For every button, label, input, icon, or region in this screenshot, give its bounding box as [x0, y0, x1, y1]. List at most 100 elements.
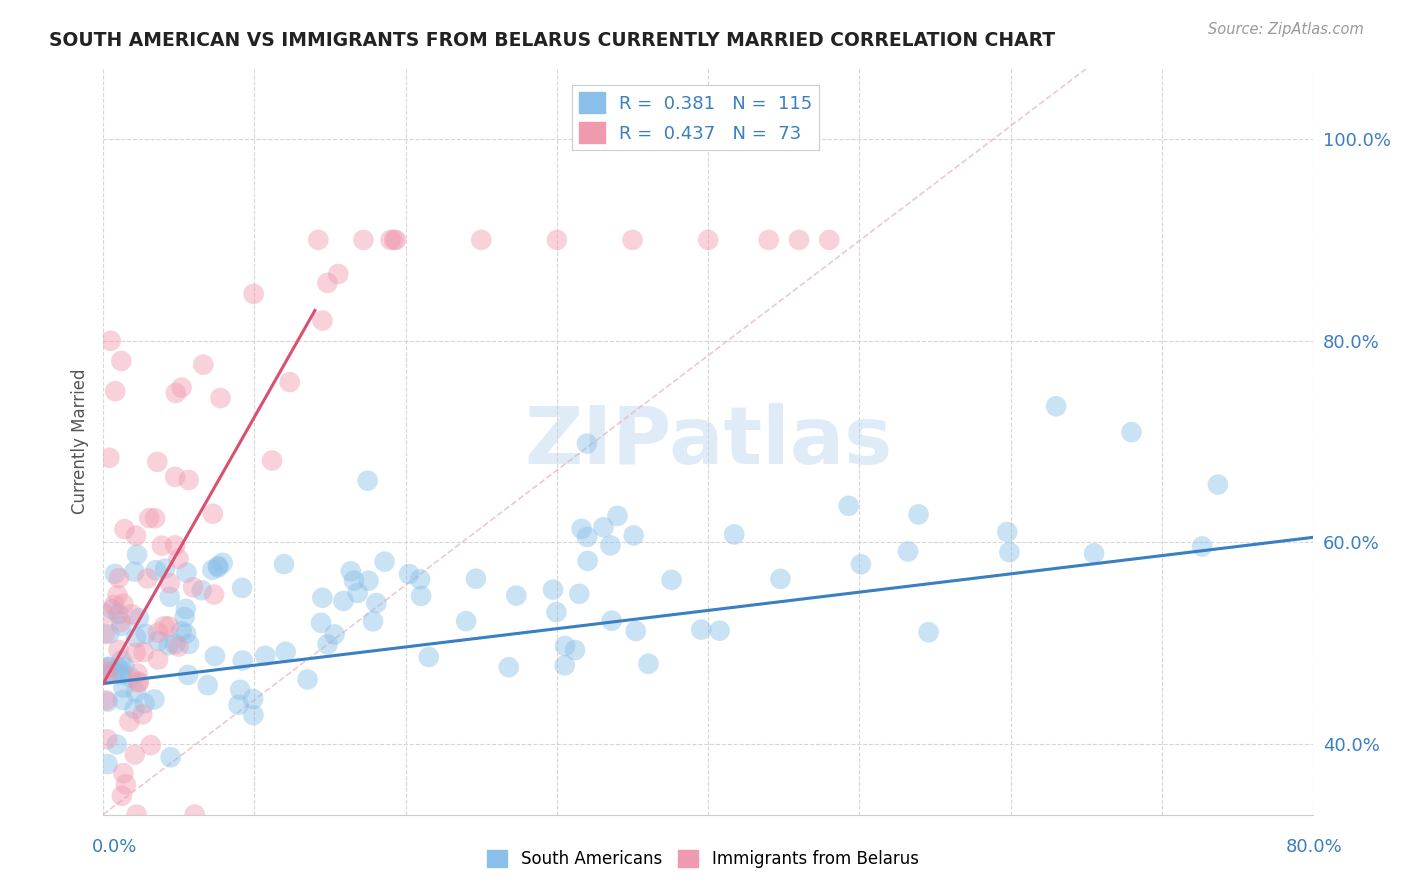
- Point: [177, 668, 200, 682]
- Point: [690, 623, 713, 637]
- Point: [107, 607, 129, 621]
- Point: [316, 637, 339, 651]
- Point: [204, 648, 226, 663]
- Y-axis label: Currently Married: Currently Married: [72, 368, 89, 515]
- Point: [209, 391, 232, 405]
- Point: [176, 566, 198, 580]
- Point: [1206, 477, 1229, 491]
- Point: [96, 732, 118, 747]
- Point: [125, 631, 148, 645]
- Point: [120, 670, 142, 684]
- Point: [100, 666, 122, 681]
- Point: [94, 693, 117, 707]
- Point: [146, 652, 169, 666]
- Point: [127, 666, 149, 681]
- Point: [723, 527, 745, 541]
- Point: [181, 580, 204, 594]
- Point: [114, 522, 136, 536]
- Point: [1121, 425, 1143, 439]
- Point: [127, 674, 149, 689]
- Point: [576, 554, 599, 568]
- Point: [139, 738, 162, 752]
- Point: [170, 381, 193, 395]
- Point: [849, 558, 872, 572]
- Point: [103, 598, 125, 612]
- Point: [105, 738, 128, 752]
- Point: [637, 657, 659, 671]
- Point: [242, 286, 264, 301]
- Point: [125, 807, 148, 822]
- Point: [297, 673, 319, 687]
- Point: [1045, 399, 1067, 413]
- Point: [124, 565, 146, 579]
- Point: [125, 548, 148, 562]
- Point: [758, 233, 780, 247]
- Point: [624, 624, 647, 638]
- Point: [128, 611, 150, 625]
- Point: [323, 627, 346, 641]
- Point: [621, 233, 644, 247]
- Point: [118, 714, 141, 729]
- Point: [201, 563, 224, 577]
- Point: [135, 627, 157, 641]
- Point: [599, 538, 621, 552]
- Point: [177, 473, 200, 487]
- Point: [340, 565, 363, 579]
- Point: [366, 596, 388, 610]
- Point: [242, 692, 264, 706]
- Point: [409, 572, 432, 586]
- Point: [165, 386, 187, 401]
- Point: [571, 522, 593, 536]
- Point: [128, 675, 150, 690]
- Point: [174, 626, 197, 640]
- Point: [146, 455, 169, 469]
- Point: [97, 694, 120, 708]
- Point: [163, 637, 186, 651]
- Point: [131, 707, 153, 722]
- Point: [110, 615, 132, 629]
- Point: [273, 557, 295, 571]
- Point: [546, 233, 568, 247]
- Point: [564, 643, 586, 657]
- Point: [242, 708, 264, 723]
- Point: [112, 681, 135, 695]
- Point: [311, 313, 333, 327]
- Text: 80.0%: 80.0%: [1286, 838, 1343, 855]
- Point: [838, 499, 860, 513]
- Point: [356, 474, 378, 488]
- Point: [464, 572, 486, 586]
- Point: [229, 682, 252, 697]
- Point: [505, 589, 527, 603]
- Point: [328, 267, 350, 281]
- Point: [136, 572, 159, 586]
- Point: [207, 559, 229, 574]
- Point: [382, 233, 405, 247]
- Point: [211, 556, 233, 570]
- Point: [112, 597, 135, 611]
- Point: [94, 607, 117, 621]
- Point: [202, 588, 225, 602]
- Point: [346, 586, 368, 600]
- Text: ZIPatlas: ZIPatlas: [524, 402, 893, 481]
- Point: [600, 614, 623, 628]
- Point: [592, 520, 614, 534]
- Point: [568, 587, 591, 601]
- Point: [709, 624, 731, 638]
- Point: [554, 658, 576, 673]
- Point: [197, 678, 219, 692]
- Point: [470, 233, 492, 247]
- Point: [114, 659, 136, 673]
- Point: [274, 645, 297, 659]
- Point: [546, 605, 568, 619]
- Point: [143, 511, 166, 525]
- Point: [576, 530, 599, 544]
- Point: [374, 555, 396, 569]
- Point: [108, 667, 131, 681]
- Point: [97, 665, 120, 680]
- Point: [177, 637, 200, 651]
- Point: [97, 667, 120, 681]
- Point: [398, 567, 420, 582]
- Point: [254, 648, 277, 663]
- Text: 0.0%: 0.0%: [91, 838, 136, 855]
- Point: [143, 692, 166, 706]
